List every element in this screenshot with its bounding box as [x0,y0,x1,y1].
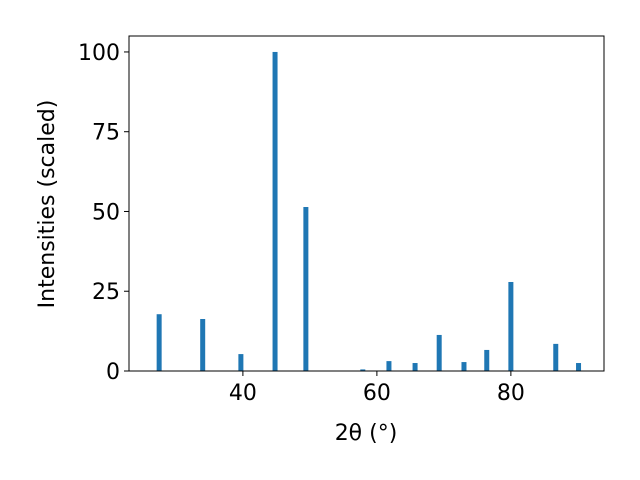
bar [200,318,206,371]
bar [238,354,244,371]
bar [412,363,418,371]
bar [508,281,514,371]
bar [461,362,467,371]
bar [553,343,559,371]
y-tick-label: 100 [78,41,120,66]
bar [360,369,366,371]
y-axis-label: Intensities (scaled) [35,100,60,309]
bar [436,334,442,371]
x-tick-label: 80 [497,381,525,406]
bar [272,51,278,371]
y-tick-label: 25 [92,280,120,305]
bar [484,349,490,371]
y-tick-label: 75 [92,121,120,146]
x-axis-label: 2θ (°) [335,421,398,446]
bar [576,363,582,371]
bar [303,207,309,371]
y-tick-label: 0 [106,360,120,385]
bar [386,361,392,371]
plot-frame [128,35,605,372]
x-tick-label: 40 [229,381,257,406]
x-tick-label: 60 [363,381,391,406]
bar [156,314,162,371]
y-tick-label: 50 [92,200,120,225]
